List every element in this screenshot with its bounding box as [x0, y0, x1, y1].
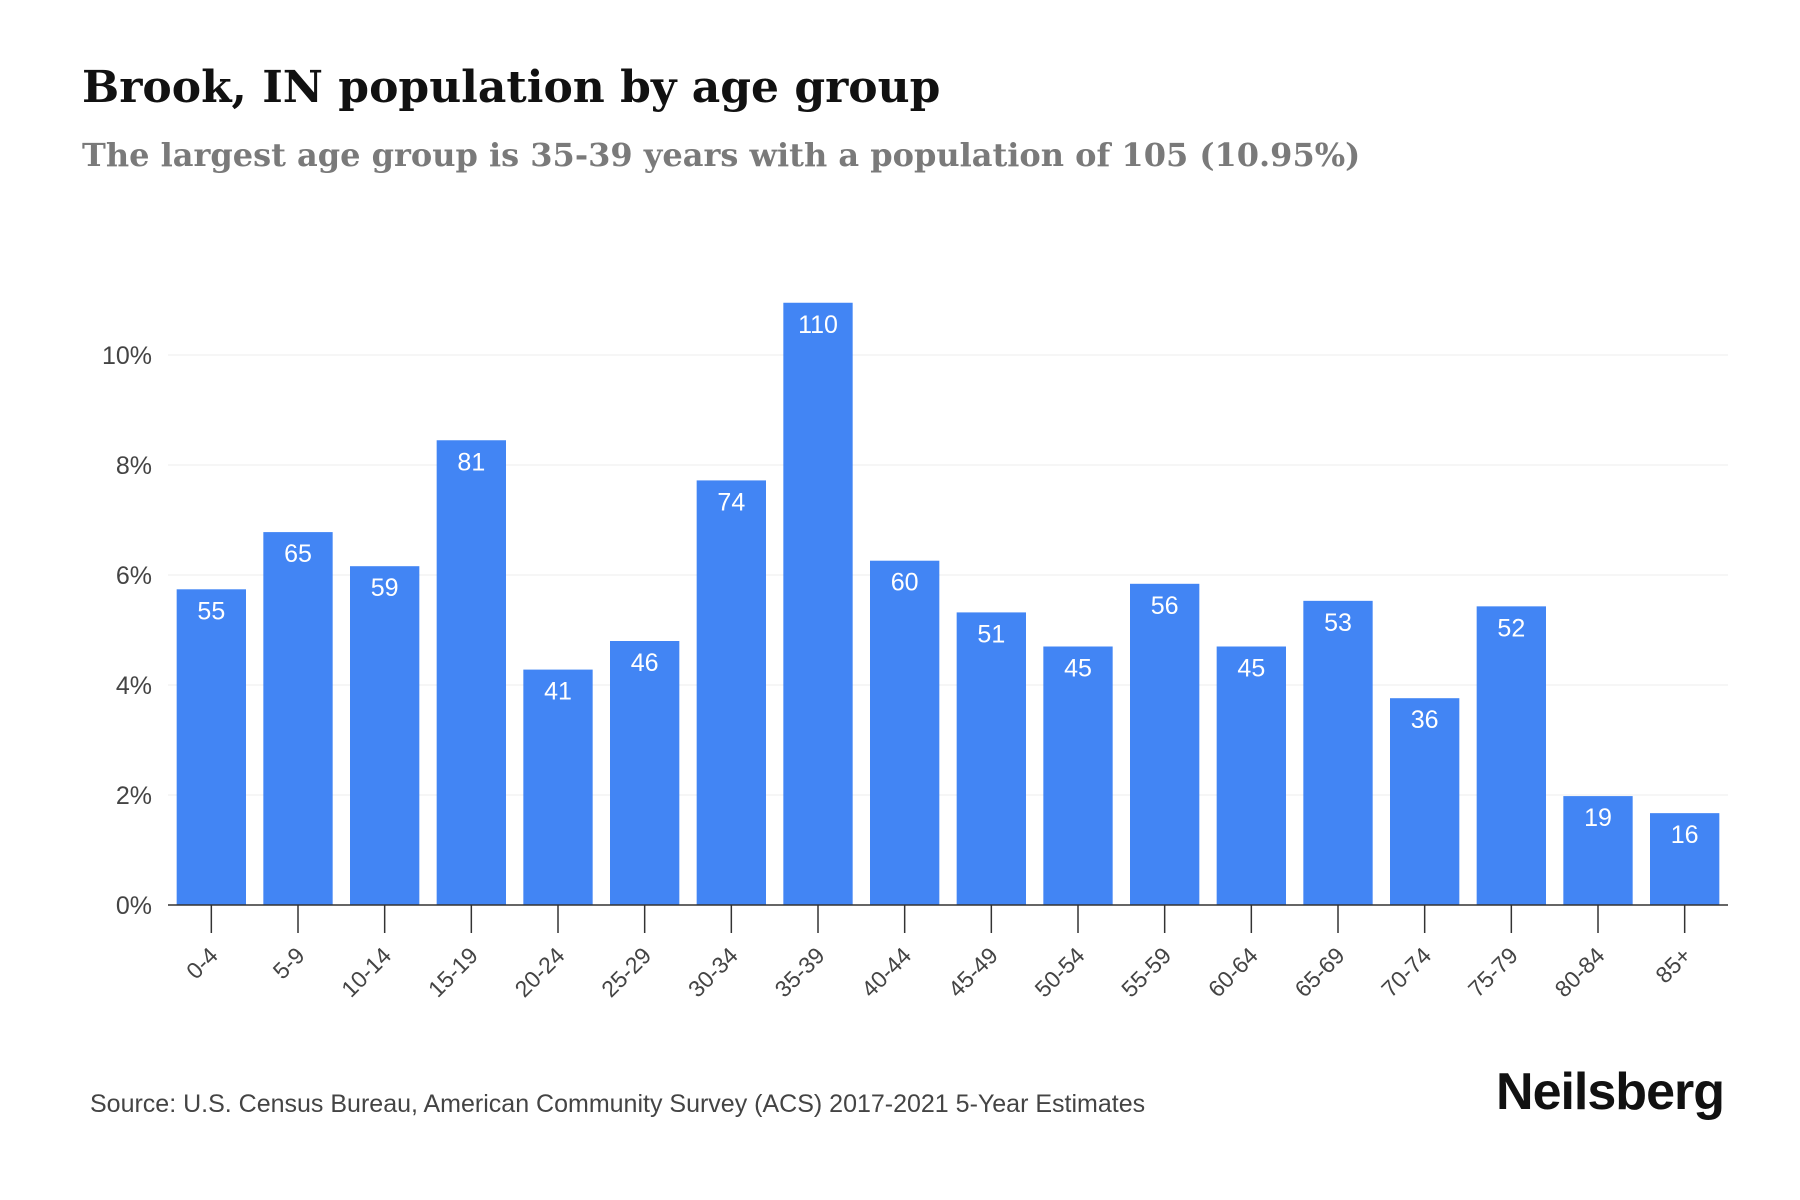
bar: [176, 589, 246, 905]
x-tick-label: 75-79: [1463, 942, 1523, 1002]
bar: [1390, 698, 1460, 905]
x-tick-label: 45-49: [943, 942, 1003, 1002]
data-label: 19: [1584, 804, 1612, 832]
x-tick-label: 30-34: [683, 942, 743, 1002]
data-labels: 55 65 59 81 41 46 74 110 60 51 45 56 45 53 36 52 19 16: [197, 311, 1698, 849]
data-label: 52: [1497, 614, 1525, 642]
data-label: 45: [1237, 655, 1265, 683]
bar: [1650, 813, 1720, 905]
x-tick-label: 35-39: [770, 942, 830, 1002]
bar-chart: 0% 2% 4% 6% 8% 10% 55 65 59 81 41 46 74 110 60 51 45 56 4…: [102, 302, 1728, 1002]
bar: [350, 566, 420, 905]
x-axis: 0-4 5-9 10-14 15-19 20-24 25-29 30-34 35-39 40-4…: [168, 904, 1728, 1002]
y-tick-label: 8%: [116, 452, 152, 480]
grid-lines: [168, 354, 1728, 796]
y-tick-label: 2%: [116, 782, 152, 810]
brand-logo: Neilsberg: [1496, 1063, 1725, 1121]
x-tick-label: 85+: [1650, 942, 1696, 988]
bar: [436, 440, 506, 905]
data-label: 110: [798, 311, 838, 339]
y-tick-label: 10%: [102, 342, 152, 370]
x-tick-label: 65-69: [1290, 942, 1350, 1002]
bar: [783, 302, 853, 905]
x-tick-label: 10-14: [336, 942, 396, 1002]
data-label: 81: [457, 448, 485, 476]
bar: [523, 669, 593, 905]
y-tick-label: 0%: [116, 892, 152, 920]
x-tick-label: 50-54: [1030, 942, 1090, 1002]
y-axis-ticks: 0% 2% 4% 6% 8% 10%: [102, 342, 152, 920]
bar: [956, 612, 1026, 905]
data-label: 36: [1411, 706, 1439, 734]
data-label: 55: [197, 597, 225, 625]
bar: [263, 532, 333, 905]
data-label: 59: [371, 574, 399, 602]
bar: [696, 480, 766, 905]
source-note: Source: U.S. Census Bureau, American Com…: [90, 1090, 1146, 1118]
data-label: 74: [717, 488, 745, 516]
x-tick-label: 40-44: [856, 942, 916, 1002]
bars: [176, 302, 1720, 905]
bar: [870, 560, 940, 905]
x-tick-label: 0-4: [181, 942, 223, 984]
bar: [1303, 600, 1373, 905]
data-label: 60: [891, 569, 919, 597]
data-label: 65: [284, 540, 312, 568]
data-label: 41: [544, 678, 572, 706]
bar: [1476, 606, 1546, 905]
x-tick-label: 55-59: [1116, 942, 1176, 1002]
x-tick-label: 60-64: [1203, 942, 1263, 1002]
x-tick-label: 20-24: [510, 942, 570, 1002]
x-tick-label: 5-9: [268, 942, 310, 984]
bar: [1216, 646, 1286, 905]
data-label: 51: [977, 620, 1005, 648]
data-label: 45: [1064, 655, 1092, 683]
chart-title: Brook, IN population by age group: [82, 62, 941, 113]
data-label: 53: [1324, 609, 1352, 637]
bar: [1043, 646, 1113, 905]
y-tick-label: 6%: [116, 562, 152, 590]
bar: [610, 641, 680, 905]
bar: [1563, 796, 1633, 905]
y-tick-label: 4%: [116, 672, 152, 700]
x-tick-label: 25-29: [596, 942, 656, 1002]
data-label: 46: [631, 649, 659, 677]
data-label: 56: [1151, 592, 1179, 620]
bar: [1130, 583, 1200, 905]
x-tick-label: 70-74: [1376, 942, 1436, 1002]
x-tick-label: 80-84: [1550, 942, 1610, 1002]
chart-subtitle: The largest age group is 35-39 years wit…: [82, 136, 1361, 174]
x-tick-label: 15-19: [423, 942, 483, 1002]
data-label: 16: [1671, 821, 1699, 849]
